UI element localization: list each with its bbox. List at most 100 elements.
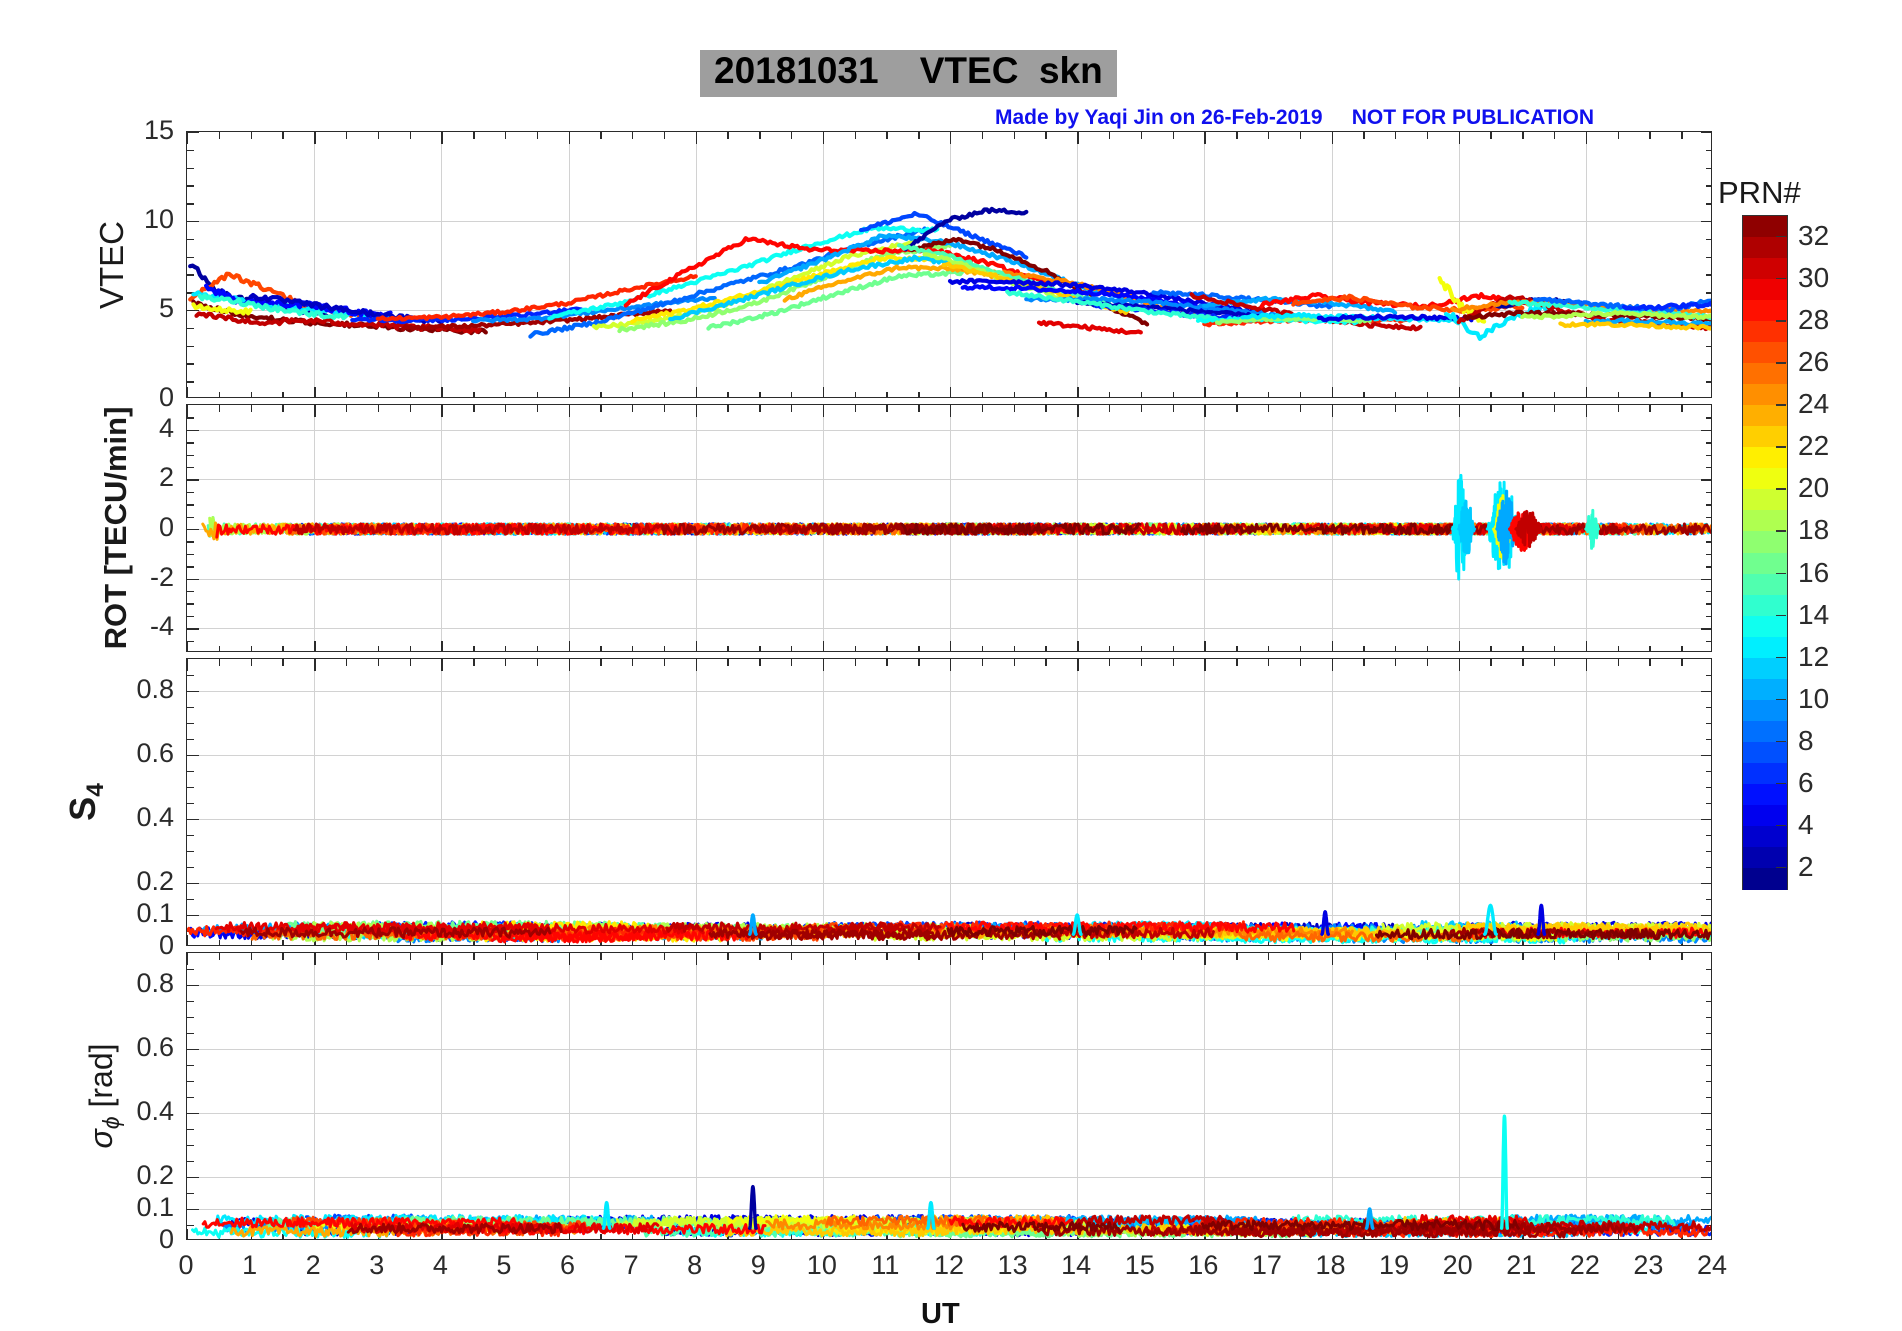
data-trace xyxy=(1520,310,1711,321)
xtick-minor xyxy=(1681,646,1683,651)
ytick-minor xyxy=(1706,675,1711,677)
xtick-minor xyxy=(1108,953,1111,960)
xtick-minor xyxy=(727,940,729,945)
xtick-minor xyxy=(377,659,380,666)
xtick-minor xyxy=(536,392,539,397)
gridline-vertical xyxy=(695,659,697,945)
xtick-label: 1 xyxy=(242,1250,258,1280)
ytick-minor xyxy=(1706,417,1711,419)
xtick-minor xyxy=(1267,392,1270,397)
ytick-label: 5 xyxy=(158,293,174,323)
ytick-minor xyxy=(187,1113,194,1115)
ytick-minor xyxy=(187,541,194,543)
xtick-label: 19 xyxy=(1379,1250,1410,1280)
colorbar-band xyxy=(1743,783,1787,807)
xtick-major xyxy=(1585,387,1588,397)
xtick-minor xyxy=(886,392,888,397)
data-layer xyxy=(188,206,1711,341)
xtick-label: 6 xyxy=(559,1250,576,1280)
xtick-minor xyxy=(1426,646,1429,651)
xtick-minor xyxy=(1522,953,1524,960)
xtick-major xyxy=(950,659,952,671)
gridline-horizontal xyxy=(187,578,1711,580)
xtick-major xyxy=(1331,132,1333,144)
xtick-minor xyxy=(409,405,411,412)
xtick-minor xyxy=(981,392,984,397)
data-trace xyxy=(292,522,669,536)
xtick-minor xyxy=(1108,132,1111,139)
xtick-minor xyxy=(1522,392,1524,397)
gridline-horizontal xyxy=(187,310,1711,311)
xtick-minor xyxy=(1236,132,1238,139)
ytick-minor xyxy=(1706,985,1711,987)
ytick-minor xyxy=(187,238,194,241)
xtick-major xyxy=(950,132,952,144)
xtick-major xyxy=(568,405,570,417)
ytick-minor xyxy=(187,819,194,821)
xtick-major xyxy=(1077,953,1079,965)
colorbar[interactable] xyxy=(1742,215,1788,891)
xtick-minor xyxy=(1426,132,1429,139)
colorbar-tick xyxy=(1776,614,1786,616)
ytick-minor xyxy=(187,867,194,869)
plot-panel-sigma-phi[interactable] xyxy=(186,952,1712,1240)
xtick-label: 10 xyxy=(806,1250,837,1280)
xtick-minor xyxy=(1490,646,1492,651)
xtick-minor xyxy=(1045,405,1047,412)
xtick-minor xyxy=(282,659,284,666)
ytick-minor xyxy=(1706,691,1711,693)
colorbar-band xyxy=(1743,825,1787,849)
xtick-major xyxy=(187,953,189,965)
xtick-minor xyxy=(1363,392,1365,397)
xtick-minor xyxy=(981,940,984,945)
xtick-major xyxy=(695,132,698,144)
ytick-minor xyxy=(1706,851,1711,853)
xtick-major xyxy=(1077,387,1079,397)
xtick-minor xyxy=(1140,646,1143,651)
ytick-minor xyxy=(187,1017,194,1019)
ytick-minor xyxy=(187,1065,194,1067)
xtick-minor xyxy=(345,646,348,651)
xtick-major xyxy=(950,935,952,945)
data-trace xyxy=(1514,509,1543,549)
xtick-major xyxy=(1077,659,1079,671)
xtick-minor xyxy=(663,132,666,139)
ytick-minor xyxy=(1706,479,1711,481)
ytick-minor xyxy=(187,755,194,757)
xtick-minor xyxy=(345,405,348,412)
colorbar-gradient xyxy=(1743,216,1787,891)
xtick-minor xyxy=(345,132,348,139)
xtick-minor xyxy=(250,392,252,397)
ytick-minor xyxy=(1706,578,1711,580)
xtick-major xyxy=(314,953,316,965)
colorbar-tick-label: 8 xyxy=(1798,724,1814,756)
gridline-vertical xyxy=(950,953,951,1239)
xtick-minor xyxy=(663,405,666,412)
ytick-minor xyxy=(1706,149,1711,152)
data-trace xyxy=(1495,489,1518,566)
xtick-minor xyxy=(218,405,221,412)
xtick-minor xyxy=(1395,405,1397,412)
plot-panel-rot[interactable] xyxy=(186,404,1712,652)
xtick-minor xyxy=(791,132,793,139)
gridline-horizontal xyxy=(187,479,1711,481)
gridline-vertical xyxy=(1331,659,1333,945)
xtick-minor xyxy=(727,646,729,651)
plot-panel-vtec[interactable] xyxy=(186,131,1712,398)
xtick-minor xyxy=(632,392,634,397)
gridline-vertical xyxy=(1585,953,1587,1239)
xtick-minor xyxy=(409,132,411,139)
xtick-minor xyxy=(1236,953,1238,960)
ytick-minor xyxy=(187,274,194,276)
xtick-minor xyxy=(218,953,221,960)
xtick-minor xyxy=(727,132,729,139)
xtick-minor xyxy=(854,646,857,651)
xtick-minor xyxy=(1013,132,1015,139)
plot-panel-s4[interactable] xyxy=(186,658,1712,946)
data-trace xyxy=(1621,301,1711,311)
xtick-major xyxy=(187,935,189,945)
gridline-horizontal xyxy=(187,429,1711,431)
ytick-label: 0 xyxy=(158,382,174,412)
colorbar-tick-label: 30 xyxy=(1798,262,1830,294)
ytick-minor xyxy=(1706,883,1711,885)
